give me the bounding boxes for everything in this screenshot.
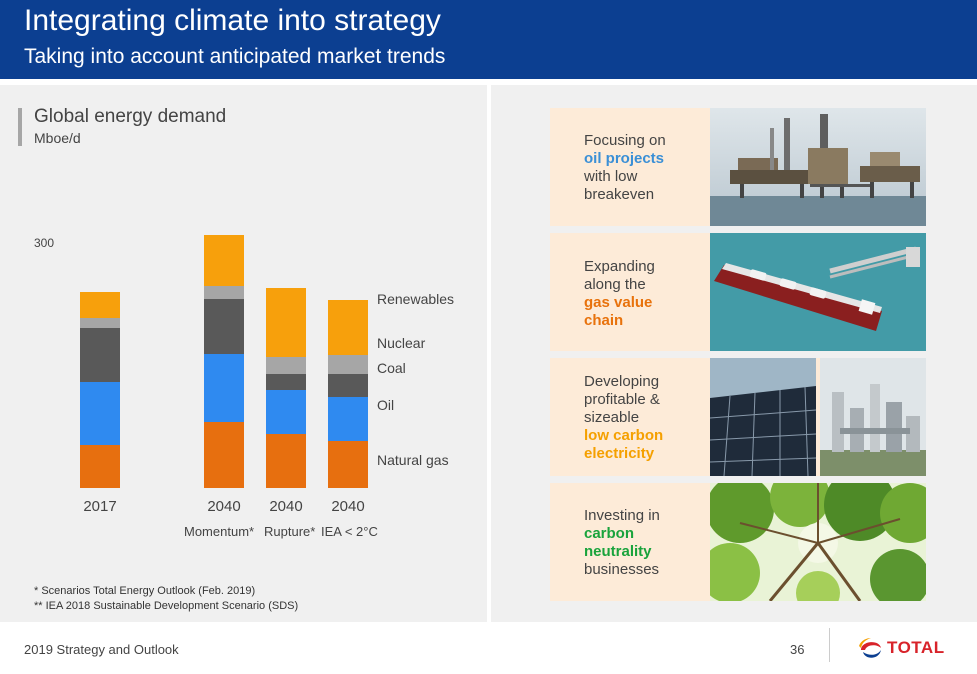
bar-segment-renewables [328,300,368,355]
x-tick-label-2040-momentum: 2040 [207,498,241,515]
brand-name: TOTAL [887,638,945,657]
page-number: 36 [790,642,805,657]
total-logo: TOTAL [857,634,957,664]
legend-oil: Oil [377,397,395,413]
bar-segment-renewables [266,287,306,357]
x-tick-label-2040-rupture: 2040 [269,498,303,515]
bar-stack [80,291,120,488]
legend-natural-gas: Natural gas [377,452,449,468]
bar-stack [328,300,368,488]
card-line: Developing [584,373,660,390]
bar-segment-natural-gas [266,434,306,488]
scenario-label-momentum: Momentum* [184,524,255,539]
footer-title: 2019 Strategy and Outlook [24,642,179,657]
card-highlight: low carbon [584,427,664,444]
card-highlight: gas value [584,294,653,311]
page-subtitle: Taking into account anticipated market t… [24,45,446,68]
bar-segment-oil [204,354,244,423]
footer-divider [829,628,830,662]
bar-segment-nuclear [328,354,368,374]
bar-segment-oil [328,396,368,441]
bar-segment-renewables [204,235,244,286]
card-text: Developing profitable & sizeable low car… [584,373,709,463]
chart-title: Global energy demand [34,106,227,127]
bar-segment-coal [266,374,306,391]
bar-segment-oil [266,390,306,435]
legend-renewables: Renewables [377,291,455,307]
bar-stack [266,287,306,488]
bar-segment-natural-gas [204,422,244,488]
solar-and-power-plant-image [710,358,926,476]
x-tick-label-2017: 2017 [83,498,117,515]
card-highlight: chain [584,312,624,329]
bar-segment-coal [204,298,244,355]
card-highlight: neutrality [584,543,652,560]
header-banner: Integrating climate into strategy Taking… [0,0,977,79]
legend-nuclear: Nuclear [377,335,426,351]
bar-segment-natural-gas [328,440,368,488]
bar-stack [204,235,244,488]
footnote-scenarios: * Scenarios Total Energy Outlook (Feb. 2… [34,585,256,597]
card-highlight: carbon [584,525,635,542]
card-line: Focusing on [584,132,666,149]
card-carbon-neutrality: Investing in carbon neutrality businesse… [550,483,926,601]
bar-segment-coal [80,327,120,382]
bar-segment-natural-gas [80,445,120,488]
card-text: Investing in carbon neutrality businesse… [584,507,709,579]
card-line: breakeven [584,186,655,203]
scenario-label-rupture: Rupture* [264,524,316,539]
offshore-platform-image [710,108,926,226]
footnote-iea: ** IEA 2018 Sustainable Development Scen… [34,600,299,612]
y-tick-label: 300 [34,236,55,250]
page-title: Integrating climate into strategy [24,4,441,37]
card-low-carbon-electricity: Developing profitable & sizeable low car… [550,358,926,476]
chart-unit: Mboe/d [34,130,81,146]
bar-segment-nuclear [204,285,244,299]
x-tick-label-2040-iea: 2040 [331,498,365,515]
card-highlight: oil projects [584,150,665,167]
bar-segment-oil [80,381,120,446]
card-line: businesses [584,561,660,578]
card-text: Expanding along the gas value chain [584,258,709,330]
lng-carrier-image [710,233,926,351]
card-line: along the [584,276,646,293]
bar-segment-coal [328,373,368,397]
card-text: Focusing on oil projects with low breake… [584,132,709,204]
card-gas-value-chain: Expanding along the gas value chain [550,233,926,351]
forest-canopy-image [710,483,926,601]
legend-coal: Coal [377,360,406,376]
card-line: Investing in [584,507,660,524]
card-line: Expanding [584,258,655,275]
bar-segment-nuclear [80,317,120,328]
total-logo-icon [859,638,881,658]
card-line: profitable & [584,391,660,408]
chart-title-accent [18,108,22,146]
card-line: with low [584,168,638,185]
bar-segment-renewables [80,291,120,318]
card-highlight: electricity [584,445,655,462]
card-oil-projects: Focusing on oil projects with low breake… [550,108,926,226]
card-line: sizeable [584,409,640,426]
scenario-label-iea: IEA < 2°C [321,524,378,539]
bar-segment-nuclear [266,356,306,375]
